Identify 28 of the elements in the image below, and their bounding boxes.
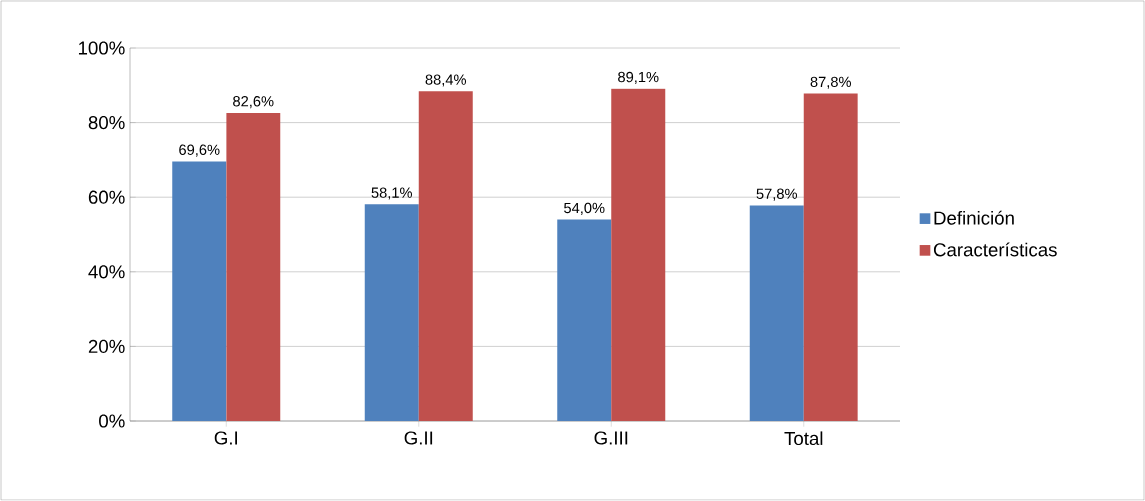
data-label: 69,6% xyxy=(179,144,220,157)
x-tick-label: G.III xyxy=(594,431,628,445)
y-tick-label: 40% xyxy=(88,265,125,279)
y-tick-label: 20% xyxy=(88,339,125,354)
bar xyxy=(418,91,473,421)
bar xyxy=(803,93,858,421)
x-tick-label: G.I xyxy=(214,431,237,445)
data-label: 87,8% xyxy=(810,76,852,89)
x-tick-label: G.II xyxy=(404,431,433,445)
bar xyxy=(364,204,419,421)
legend-label: Características xyxy=(933,242,1057,257)
bar xyxy=(611,88,666,421)
y-tick-label: 0% xyxy=(99,414,125,428)
data-label: 58,1% xyxy=(371,187,413,200)
data-label: 54,0% xyxy=(564,202,605,215)
data-label: 57,8% xyxy=(756,188,798,201)
data-label: 82,6% xyxy=(233,96,274,109)
bar xyxy=(749,205,804,421)
data-label: 89,1% xyxy=(618,71,659,84)
x-tick-label: Total xyxy=(784,431,823,446)
bar xyxy=(172,161,227,421)
y-tick-label: 60% xyxy=(88,190,125,204)
y-tick-label: 100% xyxy=(78,41,125,55)
legend-label: Definición xyxy=(934,210,1014,225)
bar xyxy=(557,219,612,421)
y-tick-label: 80% xyxy=(88,115,125,130)
bar xyxy=(226,112,281,421)
data-label: 88,4% xyxy=(425,74,467,87)
